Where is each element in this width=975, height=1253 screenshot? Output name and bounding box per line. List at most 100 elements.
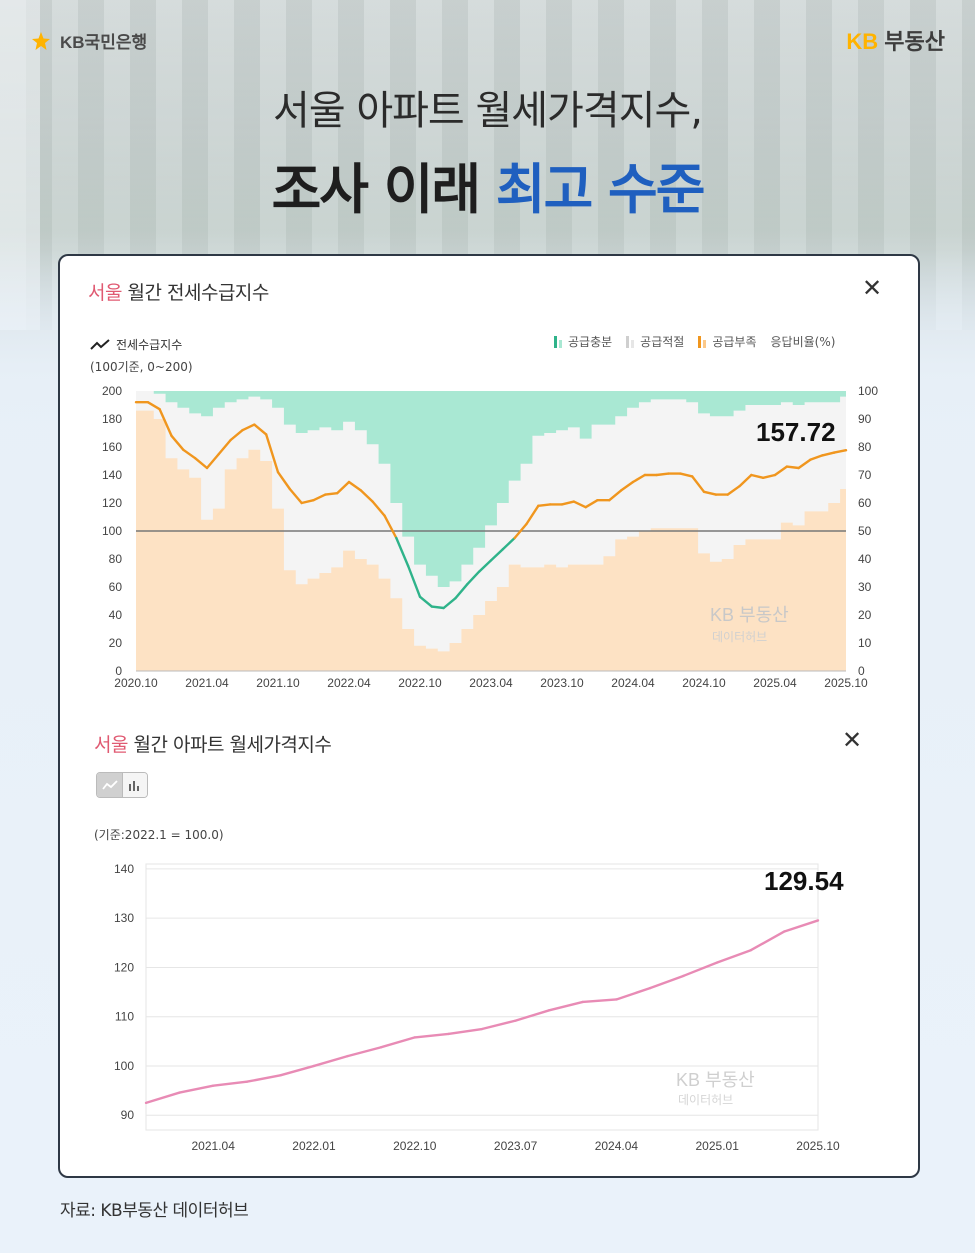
- chart1-close-icon[interactable]: ✕: [862, 274, 883, 302]
- bar-view-button[interactable]: [122, 773, 147, 797]
- chart1-ytick-label: 0: [115, 664, 122, 678]
- chart1-svg: 0 20 40 60 80 100 120 140 160 180 200 0 10 20 30 40 50 60…: [102, 384, 878, 690]
- chart1-y2tick-label: 80: [858, 440, 872, 454]
- chart1-line-segment: [418, 595, 434, 608]
- legend-sufficient[interactable]: 공급충분: [554, 333, 612, 350]
- chart2-point: [548, 1009, 551, 1012]
- source-note: 자료: KB부동산 데이터허브: [60, 1201, 249, 1221]
- chart1-line-segment: [572, 500, 587, 509]
- chart1-y2tick-label: 70: [858, 468, 872, 482]
- chart2-title-text: 월간 아파트 월세가격지수: [133, 734, 332, 756]
- chart2-point: [380, 1046, 383, 1049]
- chart1-line-segment: [146, 401, 161, 411]
- kb-estate-name: 부동산: [884, 29, 945, 54]
- chart2-point: [279, 1074, 282, 1077]
- chart1-ytick-label: 80: [109, 552, 123, 566]
- chart1-line-segment: [525, 504, 540, 526]
- chart2-point: [682, 974, 685, 978]
- chart-type-toggle: [96, 772, 148, 798]
- chart1-xtick-label: 2024.10: [682, 676, 726, 690]
- chart1-line-segment: [631, 473, 647, 484]
- chart1-line-segment: [359, 489, 374, 503]
- chart1-line-segment: [832, 448, 848, 454]
- chart2-ytick-label: 120: [114, 960, 134, 974]
- chart1-line-segment: [395, 536, 410, 568]
- chart1-line-segment: [442, 596, 457, 610]
- chart1-line-segment: [773, 465, 789, 477]
- chart1-ytick-label: 180: [102, 412, 122, 426]
- chart1-line-segment: [702, 490, 718, 496]
- trend-line-icon: [90, 338, 110, 350]
- legend-shortage[interactable]: 공급부족: [698, 333, 757, 350]
- chart2-plot-frame: [145, 863, 819, 1131]
- chart1-line-segment: [560, 500, 576, 506]
- chart1-y2tick-label: 100: [858, 384, 878, 398]
- chart1-line-segment: [655, 472, 670, 477]
- chart1-callout: 157.72: [756, 417, 836, 447]
- chart1-y2tick-label: 90: [858, 412, 872, 426]
- chart1-y2tick-label: 20: [858, 608, 872, 622]
- chart1-watermark-sub: 데이터허브: [712, 630, 767, 644]
- chart1-xtick-label: 2025.10: [824, 676, 868, 690]
- bar-gray-icon: [626, 335, 635, 348]
- chart-card: 서울 월간 전세수급지수 ✕ 전세수급지수 (100기준, 0~200) 공급충…: [58, 254, 920, 1178]
- chart2-xtick-label: 2023.07: [494, 1139, 538, 1153]
- line-view-button[interactable]: [97, 773, 122, 797]
- chart2-point: [212, 1084, 215, 1087]
- chart1-xtick-label: 2021.04: [185, 676, 229, 690]
- chart1-xtick-label: 2020.10: [114, 676, 158, 690]
- chart1-ytick-label: 200: [102, 384, 122, 398]
- chart1-line-segment: [312, 493, 327, 502]
- chart2-point: [413, 1036, 416, 1039]
- chart1-line-segment: [537, 503, 552, 508]
- chart2-point: [346, 1054, 349, 1058]
- headline-highlight: 최고 수준: [495, 158, 706, 221]
- chart1-y2tick-label: 30: [858, 580, 872, 594]
- chart1-line-segment: [690, 475, 706, 494]
- chart1-line-segment: [785, 465, 800, 470]
- legend-shortage-label: 공급부족: [712, 335, 757, 349]
- chart1-ytick-label: 40: [109, 608, 123, 622]
- chart1-line-segment: [276, 470, 292, 491]
- chart1-line-segment: [809, 454, 824, 461]
- chart1-y2tick-label: 50: [858, 524, 872, 538]
- legend-adequate[interactable]: 공급적절: [626, 333, 684, 350]
- chart1-line-segment: [406, 564, 422, 599]
- chart1-legend-sub: (100기준, 0~200): [90, 360, 193, 374]
- chart1-line-segment: [205, 452, 221, 470]
- chart2-ytick-label: 130: [114, 911, 134, 925]
- chart1-line-segment: [324, 491, 339, 496]
- area-shortage: [136, 410, 846, 671]
- chart1-xtick-label: 2022.04: [327, 676, 371, 690]
- headline-plain: 조사 이래: [271, 158, 496, 221]
- chart1-line-segment: [182, 448, 197, 460]
- chart2-point: [144, 1101, 148, 1105]
- chart1-ytick-label: 160: [102, 440, 122, 454]
- kb-estate-brand: KB: [846, 29, 879, 54]
- chart2-point: [178, 1091, 181, 1094]
- chart1-legend-line: 전세수급지수: [90, 336, 182, 353]
- chart1-line-segment: [288, 487, 303, 505]
- chart1-line-segment: [347, 480, 363, 492]
- bar-chart-icon: [129, 781, 139, 791]
- chart2-point: [581, 1000, 584, 1004]
- chart1-xtick-label: 2024.04: [611, 676, 655, 690]
- chart2-watermark: KB 부동산: [676, 1070, 755, 1090]
- chart1-line-segment: [821, 451, 836, 457]
- chart1-line-segment: [217, 438, 232, 456]
- chart1-y2tick-label: 40: [858, 552, 872, 566]
- chart2-xtick-label: 2022.01: [292, 1139, 336, 1153]
- chart1-y2tick-label: 0: [858, 664, 865, 678]
- chart1-ytick-label: 100: [102, 524, 122, 538]
- chart2-close-icon[interactable]: ✕: [842, 726, 863, 754]
- chart2-ytick-label: 90: [121, 1108, 135, 1122]
- kb-estate-logo: KB 부동산: [846, 24, 945, 56]
- chart1-ytick-label: 20: [109, 636, 123, 650]
- chart1-line-segment: [501, 536, 516, 551]
- chart2-point: [514, 1019, 517, 1022]
- chart1-line-segment: [489, 547, 505, 562]
- chart2-point: [716, 961, 719, 964]
- chart2-point: [816, 919, 820, 922]
- chart2-point: [615, 998, 618, 1001]
- chart1-title: 서울 월간 전세수급지수: [88, 278, 269, 305]
